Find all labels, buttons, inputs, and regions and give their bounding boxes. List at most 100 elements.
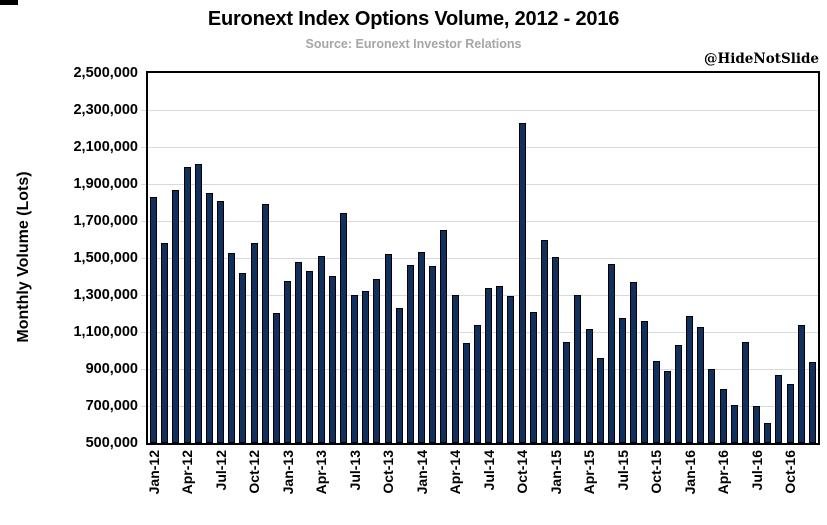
bar-May-14 [462,343,470,443]
bar-Aug-13 [362,291,370,443]
bar-Feb-12 [161,243,169,443]
x-tick-label: Jan-16 [681,450,698,495]
chart-subtitle: Source: Euronext Investor Relations [305,37,522,51]
bar-Sep-13 [373,279,381,443]
bar-Oct-12 [250,243,258,443]
bar-Feb-13 [295,261,303,443]
y-tick-label: 500,000 [85,435,138,451]
bar-Jan-12 [150,196,158,443]
bar-Feb-15 [563,342,571,443]
bar-Dec-15 [674,344,682,443]
x-tick-label: Jul-12 [212,450,229,491]
bar-Sep-16 [775,374,783,443]
bar-Dec-14 [540,240,548,443]
bar-Jun-14 [473,324,481,443]
bar-Feb-14 [429,266,437,443]
bar-Nov-13 [395,307,403,443]
x-tick-label: Apr-15 [581,450,598,495]
x-tick-label: Oct-16 [782,450,799,494]
x-tick-label: Jan-14 [413,450,430,495]
bar-Aug-16 [764,422,772,443]
x-tick-label: Apr-13 [313,450,330,495]
bar-Mar-14 [440,230,448,443]
bar-May-16 [730,405,738,443]
bar-Aug-14 [496,285,504,443]
y-tick-label: 700,000 [85,398,138,414]
bar-Sep-12 [239,272,247,443]
bar-Jan-15 [552,257,560,443]
chart-title: Euronext Index Options Volume, 2012 - 20… [207,8,620,30]
y-tick-label: 1,900,000 [73,176,138,192]
bar-Sep-14 [507,295,515,443]
bar-Oct-16 [786,383,794,443]
bar-Aug-15 [630,282,638,443]
x-tick-label: Apr-16 [715,450,732,495]
bar-Jun-13 [339,212,347,443]
bar-Dec-12 [272,312,280,443]
bar-Jul-16 [753,406,761,443]
x-tick-label: Apr-12 [179,450,196,495]
x-tick-label: Jul-16 [748,450,765,491]
bar-Apr-14 [451,295,459,443]
bar-Jul-13 [351,295,359,443]
bar-Nov-15 [663,370,671,443]
bar-Mar-15 [574,295,582,443]
bar-Jan-13 [284,281,292,443]
x-tick-label: Jan-15 [547,450,564,495]
y-tick-label: 900,000 [85,361,138,377]
bar-Oct-14 [518,122,526,443]
bar-Jun-15 [607,263,615,443]
x-tick-label: Jan-12 [145,450,162,495]
corner-mark [0,0,18,5]
bar-Nov-14 [529,311,537,443]
bar-May-12 [194,163,202,443]
y-tick-label: 1,300,000 [73,287,138,303]
bar-Nov-16 [797,324,805,443]
y-tick-label: 2,500,000 [73,65,138,81]
x-tick-label: Oct-12 [246,450,263,494]
bar-Oct-15 [652,360,660,443]
y-tick-label: 2,100,000 [73,139,138,155]
bar-Sep-15 [641,320,649,443]
bar-Oct-13 [384,254,392,443]
y-tick-label: 1,100,000 [73,324,138,340]
bar-Jun-12 [205,193,213,443]
x-tick-label: Jul-14 [480,450,497,491]
x-tick-label: Jan-13 [279,450,296,495]
y-tick-label: 2,300,000 [73,102,138,118]
bar-Jun-16 [741,342,749,443]
y-tick-label: 1,500,000 [73,250,138,266]
bar-Apr-15 [585,329,593,443]
bar-Dec-16 [808,361,816,443]
bar-Jul-15 [619,318,627,443]
x-tick-label: Oct-15 [648,450,665,494]
bar-Apr-12 [183,167,191,443]
bar-Mar-16 [708,369,716,443]
bar-Feb-16 [697,327,705,443]
x-tick-label: Jul-13 [346,450,363,491]
bar-Jul-14 [485,287,493,443]
y-tick-label: 1,700,000 [73,213,138,229]
bars-layer [148,73,818,443]
bar-Mar-12 [172,190,180,443]
x-tick-label: Oct-14 [514,450,531,494]
y-gridline [141,109,818,111]
bar-Jan-16 [686,316,694,443]
bar-Dec-13 [406,265,414,443]
y-gridline [141,220,818,222]
y-gridline [141,294,818,296]
bar-May-13 [328,275,336,443]
x-tick-label: Oct-13 [380,450,397,494]
y-gridline [141,257,818,259]
bar-Aug-12 [228,253,236,443]
x-tick-label: Jul-15 [614,450,631,491]
bar-Jan-14 [418,251,426,443]
bar-Nov-12 [261,204,269,443]
plot-area [146,71,820,445]
y-gridline [141,146,818,148]
bar-Apr-16 [719,389,727,443]
y-gridline [141,183,818,185]
bar-Apr-13 [317,256,325,443]
bar-Mar-13 [306,270,314,443]
